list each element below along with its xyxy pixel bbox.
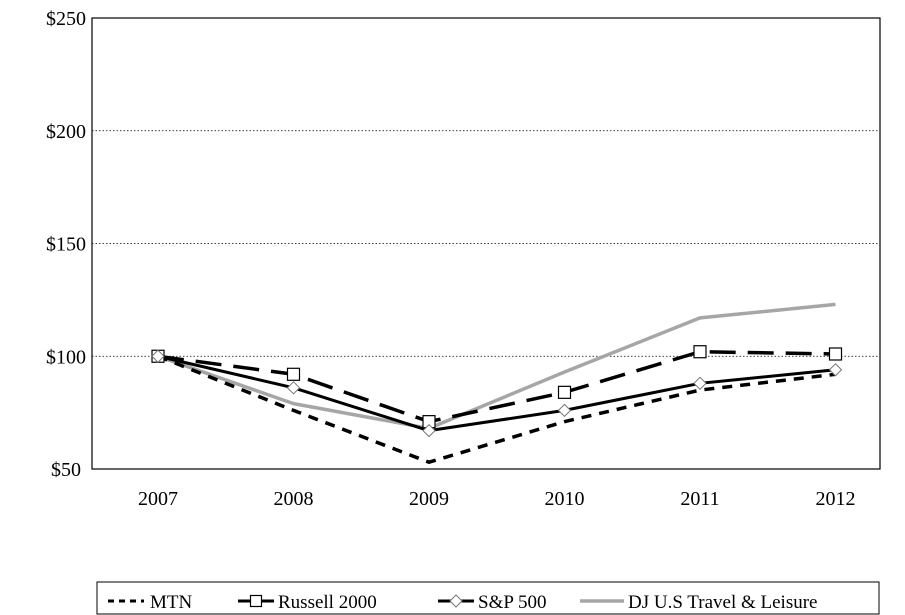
series-line-mtn: [157, 354, 836, 464]
data-point-s-p-500: [828, 363, 843, 377]
legend-label: S&P 500: [478, 592, 546, 613]
x-tick-label: 2008: [274, 488, 314, 510]
legend-frame: [96, 581, 880, 615]
x-tick-label: 2011: [680, 488, 719, 510]
y-tick-label: $250: [46, 8, 86, 30]
data-point-s-p-500: [693, 376, 707, 391]
legend-item-russell-2000: Russell 2000: [238, 592, 377, 613]
data-point-s-p-500: [151, 349, 165, 363]
legend-item-s-p-500: S&P 500: [438, 592, 546, 613]
legend-label: Russell 2000: [278, 592, 377, 613]
data-point-russell-2000: [828, 347, 843, 361]
plot-area-frame: [91, 17, 881, 470]
y-tick-label: $50: [51, 459, 81, 481]
legend-label: DJ U.S Travel & Leisure: [628, 592, 817, 613]
series-line-dj-u-s-travel-leisure: [157, 302, 836, 431]
legend-item-mtn: MTN: [108, 592, 193, 613]
series-lines: [157, 302, 836, 464]
series-markers: [151, 345, 843, 438]
x-axis-ticks: 2007 2008 2009 2010 2011 2012: [138, 488, 856, 510]
legend-square-marker: [249, 594, 263, 608]
y-tick-label: $100: [46, 346, 86, 368]
data-point-s-p-500: [286, 381, 301, 395]
x-tick-label: 2010: [545, 488, 585, 510]
legend-diamond-marker: [449, 594, 463, 608]
series-line-russell-2000: [157, 349, 836, 424]
data-point-s-p-500: [557, 403, 572, 418]
x-tick-label: 2007: [138, 488, 178, 510]
data-point-russell-2000: [286, 367, 301, 381]
y-tick-label: $200: [46, 121, 86, 143]
y-axis-ticks: $50 $100 $150 $200 $250: [46, 8, 86, 481]
x-tick-label: 2012: [816, 488, 856, 510]
legend: MTN Russell 2000 S&P 500 DJ U.S Travel & Le…: [96, 581, 880, 615]
gridlines: [92, 130, 880, 357]
data-point-russell-2000: [693, 345, 707, 359]
y-tick-label: $150: [46, 234, 86, 256]
data-point-russell-2000: [557, 385, 572, 399]
x-tick-label: 2009: [409, 488, 449, 510]
series-line-s-p-500: [157, 354, 836, 433]
legend-item-dj-u-s-travel-leisure: DJ U.S Travel & Leisure: [580, 592, 817, 613]
legend-label: MTN: [150, 592, 193, 613]
data-point-s-p-500: [422, 423, 436, 438]
